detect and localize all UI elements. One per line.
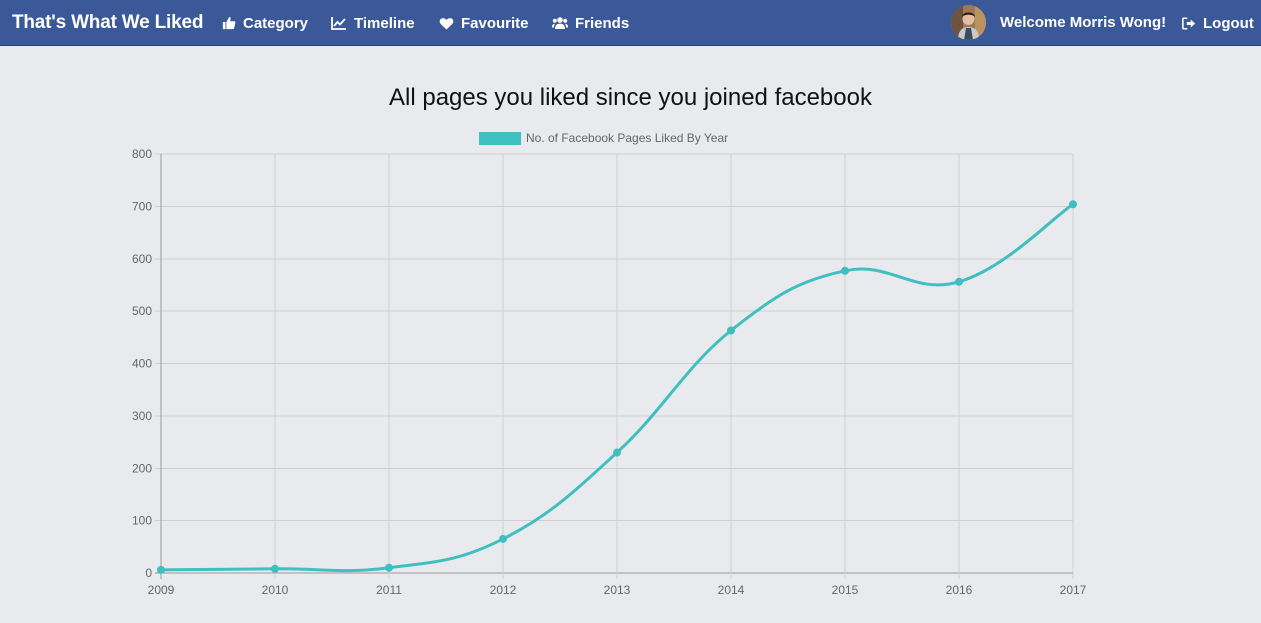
users-icon [552, 17, 568, 29]
x-tick-label: 2012 [490, 583, 517, 597]
x-tick-label: 2017 [1060, 583, 1087, 597]
x-tick-label: 2010 [262, 583, 289, 597]
y-tick-label: 600 [132, 252, 152, 266]
x-tick-label: 2015 [832, 583, 859, 597]
avatar[interactable] [951, 5, 986, 40]
data-point [841, 266, 849, 275]
data-point [157, 565, 165, 574]
thumbs-up-icon [222, 17, 236, 30]
chart-title: All pages you liked since you joined fac… [389, 84, 872, 111]
data-point [385, 563, 393, 572]
welcome-text: Welcome Morris Wong! [1000, 14, 1167, 31]
y-tick-label: 700 [132, 199, 152, 213]
logout-icon [1182, 16, 1196, 30]
data-point [955, 277, 963, 286]
nav-item-category-label: Category [243, 14, 309, 32]
brand-title[interactable]: That's What We Liked [12, 12, 204, 33]
y-tick-label: 300 [132, 409, 152, 423]
x-tick-label: 2014 [718, 583, 745, 597]
x-tick-label: 2013 [604, 583, 631, 597]
nav-item-friends-label: Friends [575, 14, 630, 32]
data-point [727, 326, 735, 335]
nav-item-favourite-label: Favourite [461, 14, 529, 32]
avatar-image [951, 5, 986, 40]
series-line [160, 203, 1074, 573]
y-tick-label: 200 [132, 461, 152, 475]
y-tick-label: 500 [132, 304, 152, 318]
y-tick-label: 400 [132, 357, 152, 371]
x-tick-label: 2009 [148, 583, 175, 597]
x-tick-label: 2011 [376, 583, 402, 597]
nav-item-category[interactable]: Category [222, 14, 308, 32]
data-point [1069, 200, 1077, 209]
nav-item-friends[interactable]: Friends [552, 14, 629, 32]
legend-label: No. of Facebook Pages Liked By Year [526, 131, 729, 145]
nav-item-favourite[interactable]: Favourite [439, 14, 529, 32]
legend-swatch [479, 131, 521, 145]
logout-button[interactable]: Logout [1182, 14, 1254, 32]
logout-label: Logout [1203, 14, 1254, 32]
nav-item-timeline[interactable]: Timeline [331, 14, 415, 32]
x-tick-label: 2016 [946, 583, 973, 597]
nav-item-timeline-label: Timeline [354, 14, 415, 32]
y-tick-label: 800 [132, 147, 152, 161]
data-point [271, 564, 279, 573]
chart-legend[interactable]: No. of Facebook Pages Liked By Year [479, 131, 728, 145]
line-chart-icon [331, 17, 346, 30]
y-tick-label: 100 [132, 514, 152, 528]
heart-icon [439, 17, 454, 30]
data-point [613, 448, 621, 457]
data-point [499, 534, 507, 543]
navbar: That's What We Liked Category Timeline F… [0, 0, 1261, 46]
y-tick-label: 0 [145, 566, 152, 580]
